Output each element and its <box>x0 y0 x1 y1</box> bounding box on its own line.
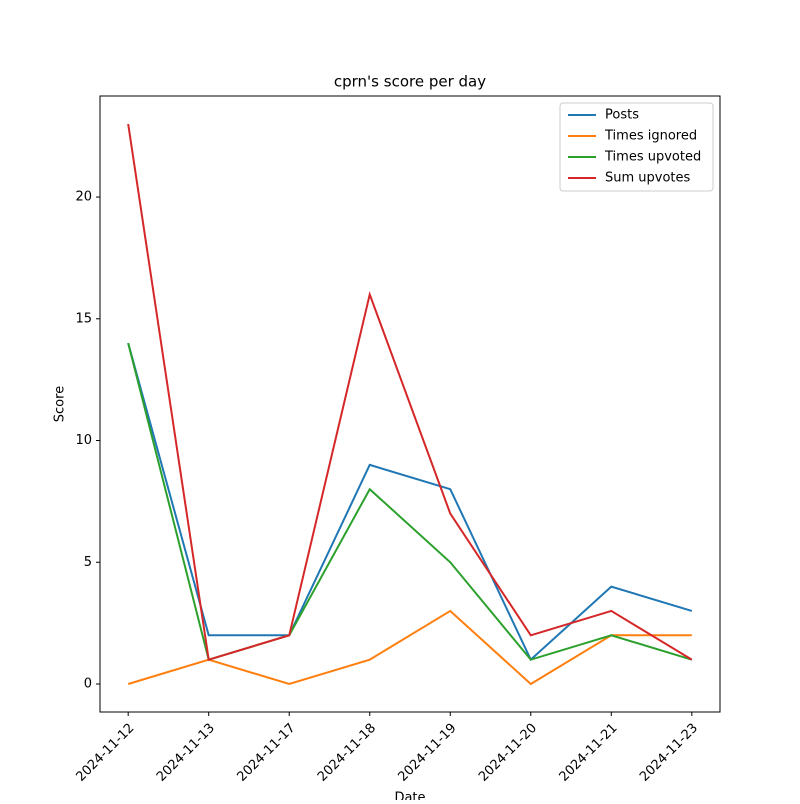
legend-box <box>559 102 714 192</box>
x-axis-label: Date <box>394 791 425 801</box>
y-tick-label: 5 <box>84 555 92 570</box>
plot-frame <box>99 95 721 713</box>
chart-title: cprn's score per day <box>334 73 486 91</box>
legend-label: Times upvoted <box>604 150 701 165</box>
y-axis-label: Score <box>53 386 68 422</box>
series-line <box>127 342 693 662</box>
legend-label: Posts <box>605 108 639 123</box>
series-line <box>127 123 693 661</box>
y-tick-label: 15 <box>75 311 92 326</box>
y-tick-label: 20 <box>75 190 92 205</box>
series-line <box>127 609 692 686</box>
legend-label: Sum upvotes <box>605 171 691 186</box>
y-tick-label: 0 <box>84 677 92 692</box>
legend-label: Times ignored <box>604 129 697 144</box>
y-tick-label: 10 <box>75 433 92 448</box>
